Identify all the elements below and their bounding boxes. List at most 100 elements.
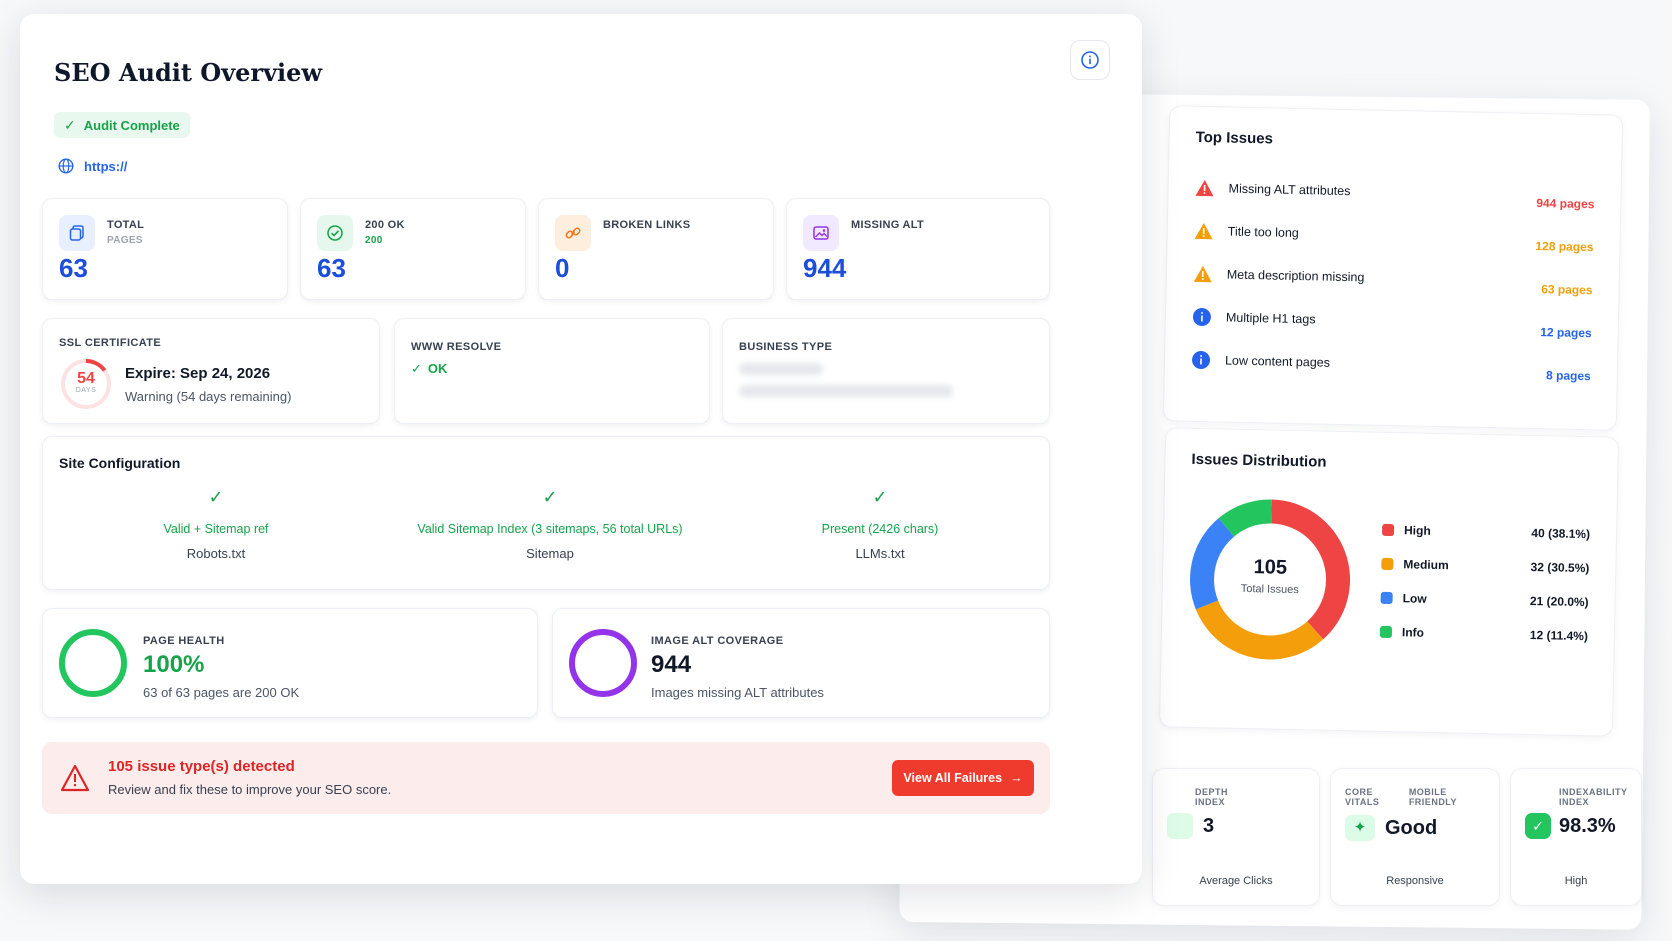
- warning-triangle-icon: [1195, 179, 1214, 196]
- warning-triangle-icon: [1193, 265, 1212, 282]
- donut-slice-medium[interactable]: [1195, 600, 1324, 661]
- config-status: Present (2426 chars): [821, 522, 939, 536]
- site-url-text: https://: [84, 158, 128, 174]
- page-title: SEO Audit Overview: [54, 58, 323, 87]
- stat-sublabel: PAGES: [107, 235, 143, 246]
- issues-donut-chart: [1189, 498, 1352, 661]
- legend-name: Info: [1401, 625, 1425, 640]
- donut-total: 105: [1253, 556, 1288, 579]
- mini-value: 98.3%: [1559, 814, 1616, 837]
- business-type-card: BUSINESS TYPE: [722, 318, 1050, 424]
- issue-row[interactable]: Multiple H1 tags 12 pages: [1191, 295, 1592, 346]
- mini-foot: Responsive: [1386, 875, 1444, 887]
- ssl-label: SSL CERTIFICATE: [59, 337, 162, 349]
- info-circle-icon: [1192, 307, 1211, 326]
- status-badge-label: Audit Complete: [83, 117, 180, 133]
- arrow-right-icon: →: [1010, 771, 1023, 785]
- business-blurred-line: [739, 363, 823, 375]
- view-all-failures-button[interactable]: View All Failures →: [892, 760, 1034, 796]
- alert-title: 105 issue type(s) detected: [108, 758, 295, 775]
- www-value: OK: [427, 361, 448, 376]
- issue-row[interactable]: Low content pages 8 pages: [1191, 338, 1592, 389]
- mini-label: INDEXABILITY: [1559, 787, 1628, 797]
- issue-count: 944 pages: [1536, 195, 1595, 211]
- core-vitals-card: CORE VITALS MOBILE FRIENDLY ✦ Good Respon…: [1330, 768, 1500, 906]
- image-alt-desc: Images missing ALT attributes: [651, 685, 824, 700]
- check-refresh-icon: [317, 215, 353, 251]
- stat-label: BROKEN LINKS: [603, 219, 691, 231]
- mini-foot: High: [1564, 875, 1588, 887]
- legend-dot: [1381, 557, 1394, 571]
- issues-distribution-panel: Issues Distribution 105 Total Issues Hig…: [1158, 427, 1620, 737]
- page-health-value: 100%: [143, 651, 205, 678]
- site-configuration-card: Site Configuration ✓ Valid + Sitemap ref…: [42, 436, 1050, 590]
- issue-name: Missing ALT attributes: [1228, 181, 1351, 198]
- info-button[interactable]: [1070, 40, 1110, 80]
- page-health-ring: [59, 629, 127, 697]
- alert-desc: Review and fix these to improve your SEO…: [108, 782, 392, 797]
- warning-triangle-icon: [60, 764, 90, 792]
- donut-slice-info[interactable]: [1218, 498, 1272, 537]
- legend-value: 12 (11.4%): [1529, 627, 1589, 644]
- legend-name: Medium: [1403, 557, 1449, 573]
- issue-count: 128 pages: [1535, 238, 1594, 254]
- ring-progress: [59, 629, 127, 697]
- stat-label: MISSING ALT: [851, 219, 924, 231]
- image-icon: [803, 215, 839, 251]
- mini-label: INDEX: [1559, 797, 1590, 807]
- image-alt-ring: [569, 629, 637, 697]
- ssl-warning: Warning (54 days remaining): [125, 389, 292, 404]
- stat-value: 63: [59, 253, 88, 283]
- top-issues-title: Top Issues: [1195, 128, 1274, 148]
- config-status: Valid Sitemap Index (3 sitemaps, 56 tota…: [417, 522, 683, 536]
- issue-count: 12 pages: [1540, 324, 1592, 340]
- view-all-failures-label: View All Failures: [903, 771, 1003, 785]
- issue-row[interactable]: Meta description missing 63 pages: [1192, 252, 1593, 303]
- business-blurred-line: [739, 385, 953, 397]
- check-circle-icon: ✓: [1525, 813, 1551, 839]
- stat-value: 0: [555, 253, 570, 283]
- broken-link-icon: [555, 215, 591, 251]
- ssl-days-ring: [61, 359, 111, 409]
- donut-slice-low[interactable]: [1189, 518, 1235, 611]
- check-icon: ✓: [872, 487, 888, 507]
- status-badge: ✓ Audit Complete: [54, 112, 190, 138]
- info-icon: [1081, 51, 1099, 69]
- indexability-card: INDEXABILITY INDEX ✓ 98.3% High: [1510, 768, 1642, 906]
- ssl-days-unit: DAYS: [75, 387, 97, 394]
- ring-progress: [61, 359, 111, 409]
- top-issues-panel: Top Issues Missing ALT attributes 944 pa…: [1162, 105, 1624, 431]
- ssl-expire: Expire: Sep 24, 2026: [125, 365, 271, 382]
- site-config-title: Site Configuration: [59, 455, 181, 471]
- site-url[interactable]: https://: [58, 158, 127, 174]
- total-pages-card: TOTAL PAGES 63: [42, 198, 288, 300]
- legend-item-high: High 40 (38.1%): [1381, 523, 1590, 541]
- mini-label: MOBILE FRIENDLY: [1408, 787, 1457, 807]
- issue-row[interactable]: Missing ALT attributes 944 pages: [1194, 166, 1595, 217]
- config-status: Valid + Sitemap ref: [163, 522, 269, 536]
- page-health-desc: 63 of 63 pages are 200 OK: [143, 685, 300, 700]
- www-label: WWW RESOLVE: [411, 341, 502, 353]
- check-icon: ✓: [64, 116, 76, 133]
- pulse-icon: ✦: [1345, 815, 1375, 841]
- mini-value: Good: [1385, 816, 1438, 839]
- legend-dot: [1380, 591, 1393, 605]
- config-item-llms: ✓ Present (2426 chars) LLMs.txt: [715, 487, 1045, 561]
- image-alt-value: 944: [651, 651, 692, 678]
- missing-alt-card: MISSING ALT 944: [786, 198, 1050, 300]
- config-item-robots: ✓ Valid + Sitemap ref Robots.txt: [51, 487, 381, 561]
- issue-name: Meta description missing: [1226, 267, 1365, 284]
- page-health-label: PAGE HEALTH: [143, 635, 225, 647]
- donut-slice-high[interactable]: [1269, 499, 1352, 640]
- stat-value: 63: [317, 253, 346, 283]
- stat-label: 200 OK: [365, 219, 405, 231]
- legend-dot: [1381, 523, 1395, 537]
- check-icon: ✓: [542, 487, 558, 507]
- image-alt-coverage-card: IMAGE ALT COVERAGE 944 Images missing AL…: [552, 608, 1050, 718]
- mini-label: INDEX: [1195, 797, 1226, 807]
- config-label: LLMs.txt: [855, 546, 905, 561]
- business-label: BUSINESS TYPE: [739, 341, 833, 353]
- issue-count: 63 pages: [1541, 281, 1593, 297]
- issue-name: Title too long: [1227, 224, 1299, 240]
- issue-row[interactable]: Title too long 128 pages: [1193, 209, 1594, 260]
